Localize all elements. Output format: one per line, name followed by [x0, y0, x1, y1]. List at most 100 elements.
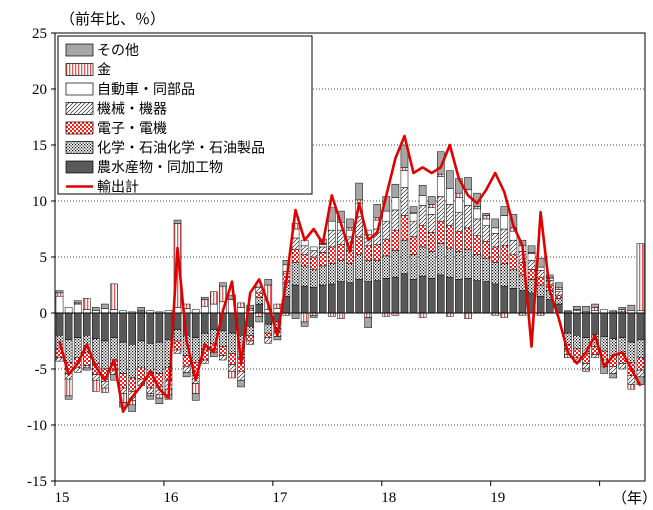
bar-segment [146, 387, 155, 394]
bar-segment [237, 307, 245, 314]
bar-segment [500, 206, 509, 216]
bar-segment [318, 246, 327, 253]
bar-segment [500, 245, 509, 264]
y-tick-label: 25 [32, 26, 47, 42]
bar-segment [210, 303, 218, 314]
bar-segment [309, 250, 318, 258]
y-tick-label: 0 [40, 306, 48, 322]
bar-segment [191, 337, 200, 363]
bar-segment [382, 278, 391, 314]
legend-swatch [65, 141, 94, 154]
bar-segment [55, 312, 64, 336]
bar-segment [92, 307, 100, 312]
bar-segment [491, 227, 500, 234]
bar-segment [309, 314, 318, 318]
bar-segment [219, 346, 227, 356]
bar-segment [373, 260, 382, 281]
bar-segment [328, 229, 336, 248]
bar-segment [400, 167, 409, 172]
bar-segment [119, 312, 127, 343]
bar-segment [210, 291, 218, 305]
bar-segment [364, 260, 372, 282]
line-layer [58, 134, 642, 413]
bar-segment [137, 312, 146, 342]
bar-segment [627, 341, 636, 363]
bar-segment [382, 312, 391, 317]
bar-segment [482, 213, 490, 216]
bar-segment [146, 312, 155, 344]
bar-segment [337, 244, 345, 261]
bar-segment [364, 312, 372, 318]
x-tick-label: 16 [163, 490, 179, 506]
bar-segment [627, 304, 636, 312]
bar-segment [436, 173, 445, 177]
bar-segment [264, 323, 273, 334]
bar-segment [591, 307, 599, 312]
bar-segment [101, 387, 109, 393]
x-tick-label: 15 [55, 490, 70, 506]
bar-segment [391, 197, 400, 211]
bar-segment [119, 341, 127, 374]
bar-segment [509, 254, 518, 270]
bar-segment [500, 312, 509, 318]
bar-segment [55, 357, 64, 362]
bar-segment [210, 312, 218, 331]
bar-segment [464, 278, 472, 314]
bar-segment [427, 232, 436, 252]
bar-segment [291, 248, 300, 263]
bar-segment [455, 192, 463, 198]
bar-segment [446, 276, 454, 314]
bar-segment [400, 239, 409, 275]
y-tick-label: 15 [32, 138, 47, 154]
bar-segment [337, 281, 345, 314]
bar-segment [309, 286, 318, 314]
bar-segment [73, 300, 82, 304]
bar-segment [309, 256, 318, 270]
bar-segment [137, 340, 146, 369]
axes: 25 20 15 10 5 0 -5 -10 -15 15 16 17 18 19 [27, 26, 646, 506]
bar-segment [591, 354, 599, 359]
bar-segment [482, 241, 490, 259]
bar-segment [527, 253, 536, 261]
bar-segment [500, 263, 509, 287]
bar-segment [355, 182, 363, 201]
bar-segment [554, 289, 563, 292]
bar-segment [500, 228, 509, 247]
bar-segment [318, 284, 327, 314]
bar-segment [309, 246, 318, 251]
bar-segment [318, 252, 327, 267]
bar-segment [255, 316, 264, 323]
bar-segment [110, 312, 118, 338]
bar-segment [382, 210, 391, 222]
bar-segment [346, 227, 354, 231]
bar-segment [82, 367, 91, 371]
bar-segment [455, 230, 463, 252]
legend-label: 輸出計 [97, 180, 139, 196]
bar-segment [473, 235, 481, 256]
bar-segment [409, 279, 418, 314]
bar-segment [155, 312, 164, 343]
bar-segment [373, 204, 382, 219]
bar-segment [473, 254, 481, 281]
bar-segment [110, 283, 118, 310]
bar-segment [182, 366, 191, 373]
bar-segment [346, 263, 354, 284]
bar-segment [382, 220, 391, 240]
bar-segment [55, 290, 64, 294]
bar-segment [273, 336, 282, 341]
bar-segment [346, 218, 354, 229]
bar-segment [64, 307, 73, 314]
bar-segment [300, 245, 309, 256]
bar-segment [382, 238, 391, 257]
y-tick-label: 10 [32, 194, 47, 210]
bar-segment [219, 330, 227, 347]
bar-segment [337, 260, 345, 282]
bar-segment [191, 393, 200, 401]
bar-segment [600, 336, 608, 352]
bar-segment [609, 366, 618, 374]
bar-segment [110, 337, 118, 361]
bar-segment [173, 340, 182, 351]
bar-segment [255, 297, 264, 305]
bar-segment [427, 214, 436, 233]
bar-segment [82, 365, 91, 369]
